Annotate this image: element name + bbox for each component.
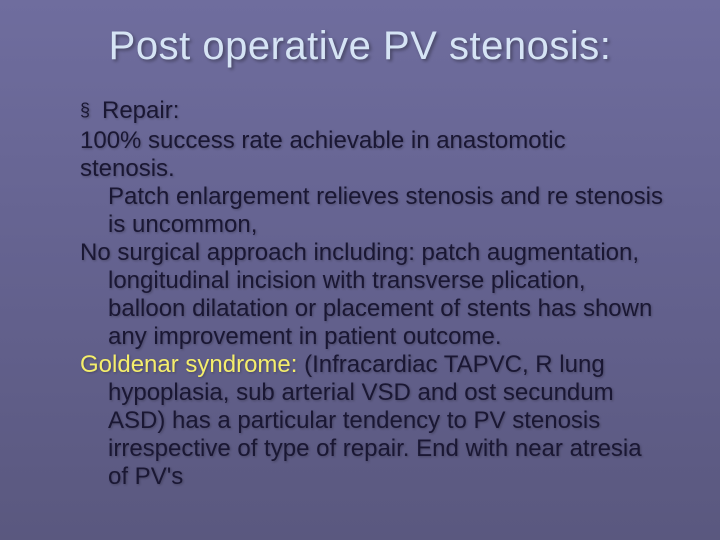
slide-content: § Repair: 100% success rate achievable i… bbox=[54, 97, 666, 491]
para3-line1-rest: (Infracardiac TAPVC, R lung bbox=[297, 351, 604, 378]
para2-line2: longitudinal incision with transverse pl… bbox=[80, 267, 666, 351]
para2-line1: No surgical approach including: patch au… bbox=[80, 239, 639, 266]
para3-line2: hypoplasia, sub arterial VSD and ost sec… bbox=[80, 379, 666, 491]
slide: Post operative PV stenosis: § Repair: 10… bbox=[0, 0, 720, 540]
paragraph-1: 100% success rate achievable in anastomo… bbox=[80, 127, 666, 239]
para3-highlight: Goldenar syndrome: bbox=[80, 351, 297, 378]
paragraph-2: No surgical approach including: patch au… bbox=[80, 239, 666, 351]
bullet-item: § Repair: bbox=[80, 97, 666, 125]
bullet-glyph-icon: § bbox=[80, 97, 102, 123]
bullet-label: Repair: bbox=[102, 97, 179, 125]
para1-line2: Patch enlargement relieves stenosis and … bbox=[80, 183, 666, 239]
slide-title: Post operative PV stenosis: bbox=[54, 24, 666, 69]
para1-line1: 100% success rate achievable in anastomo… bbox=[80, 127, 566, 182]
paragraph-3: Goldenar syndrome: (Infracardiac TAPVC, … bbox=[80, 351, 666, 491]
